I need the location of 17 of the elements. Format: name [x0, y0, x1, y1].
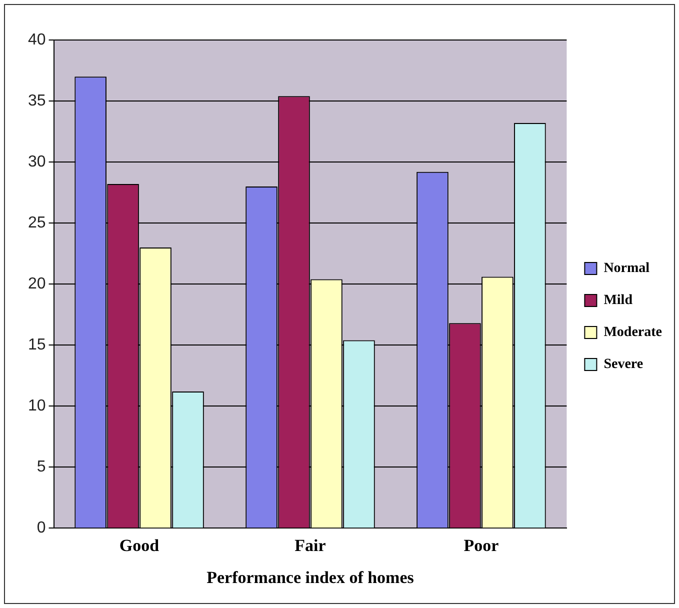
- y-tick-label: 35: [28, 92, 46, 110]
- x-tick-label: Good: [119, 536, 160, 555]
- legend-label: Moderate: [604, 325, 662, 340]
- y-tick-label: 15: [28, 336, 46, 354]
- legend-label: Normal: [604, 261, 650, 276]
- x-tick-label: Fair: [294, 536, 326, 555]
- legend-label: Mild: [604, 293, 633, 308]
- legend-label: Severe: [604, 357, 644, 372]
- y-tick-label: 0: [36, 520, 46, 537]
- x-axis-title: Performance index of homes: [206, 568, 414, 588]
- y-tick-label: 25: [28, 214, 46, 232]
- y-tick-label: 20: [28, 276, 46, 293]
- y-tick-label: 5: [36, 458, 46, 476]
- y-tick-label: 10: [28, 398, 46, 415]
- y-tick-label: 30: [28, 153, 46, 170]
- x-tick-label: Poor: [464, 536, 500, 555]
- y-tick-label: 40: [28, 31, 46, 48]
